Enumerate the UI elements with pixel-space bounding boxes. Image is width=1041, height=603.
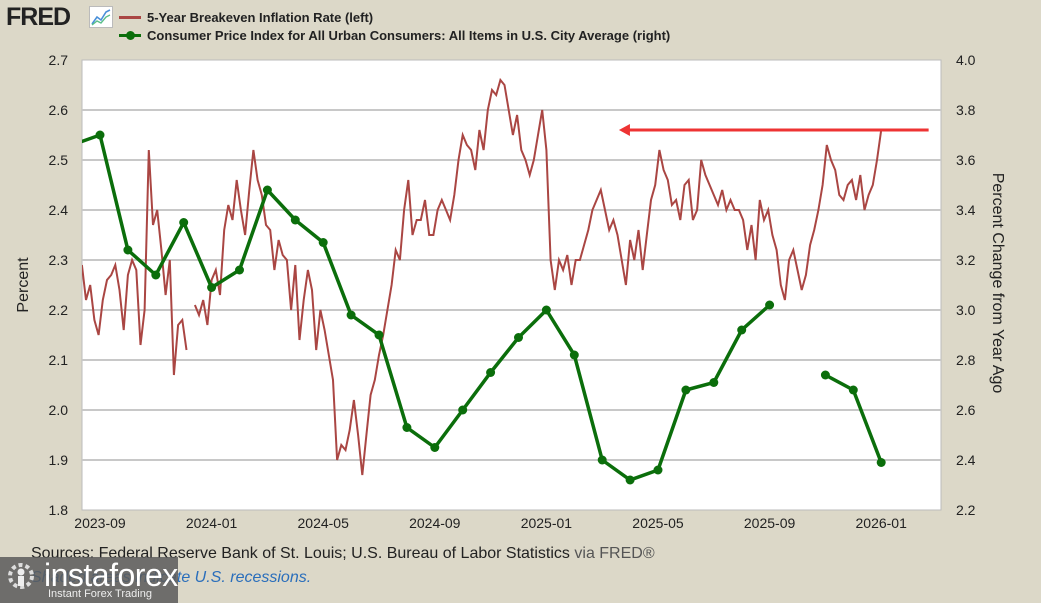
cpi-point	[235, 265, 244, 275]
cpi-point	[514, 333, 523, 342]
right-tick-label: 3.6	[956, 152, 976, 168]
right-tick-label: 3.0	[956, 302, 976, 318]
cpi-point	[207, 283, 217, 292]
cpi-point	[179, 218, 189, 227]
x-axis-ticks: 2023-09 2024-01 2024-05 2024-09 2025-01 2025-…	[74, 515, 907, 531]
left-axis-ticks: 1.8 1.9 2.0 2.1 2.2 2.3 2.4 2.5 2.6 2.7	[49, 52, 69, 518]
fred-logo[interactable]: FRED	[6, 3, 71, 31]
x-tick-label: 2024-01	[186, 515, 238, 531]
gear-person-icon	[8, 563, 34, 589]
x-tick-label: 2026-01	[856, 515, 908, 531]
instaforex-watermark: instaforex Instant Forex Trading	[0, 557, 178, 603]
left-tick-label: 2.2	[49, 302, 69, 318]
cpi-point	[597, 455, 607, 465]
cpi-point	[569, 350, 579, 360]
left-tick-label: 2.3	[49, 252, 69, 268]
gridlines	[82, 109, 941, 461]
right-axis-title: Percent Change from Year Ago	[989, 173, 1006, 394]
cpi-point	[123, 245, 133, 255]
legend-item-breakeven[interactable]: 5-Year Breakeven Inflation Rate (left)	[119, 8, 670, 26]
cpi-point	[653, 465, 663, 475]
right-tick-label: 3.8	[956, 102, 976, 118]
cpi-point	[486, 368, 496, 377]
cpi-point	[346, 310, 356, 320]
legend-item-cpi[interactable]: Consumer Price Index for All Urban Consu…	[119, 26, 670, 44]
left-tick-label: 2.1	[49, 352, 69, 368]
legend-label-cpi: Consumer Price Index for All Urban Consu…	[147, 27, 671, 43]
cpi-point	[625, 475, 635, 485]
cpi-point	[290, 215, 300, 225]
right-tick-label: 3.4	[956, 202, 976, 218]
annotations	[618, 124, 929, 136]
cpi-point	[848, 385, 858, 395]
x-tick-label: 2024-09	[409, 515, 461, 531]
cpi-point	[709, 378, 719, 387]
cpi-point	[95, 130, 105, 140]
cpi-point	[876, 458, 886, 467]
left-tick-label: 1.9	[49, 452, 69, 468]
breakeven-line	[82, 149, 188, 376]
left-tick-label: 2.5	[49, 152, 69, 168]
cpi-point	[737, 325, 747, 335]
right-tick-label: 2.2	[956, 502, 976, 518]
cpi-point	[430, 443, 440, 452]
annotation-arrow-head	[618, 124, 630, 136]
cpi-point	[151, 270, 161, 280]
left-tick-label: 2.6	[49, 102, 69, 118]
chart-trend-icon	[89, 6, 113, 28]
cpi-point	[820, 370, 830, 380]
breakeven-line	[193, 77, 883, 476]
x-tick-label: 2023-09	[74, 515, 126, 531]
series-breakeven	[82, 77, 883, 476]
x-tick-label: 2025-01	[521, 515, 573, 531]
cpi-point	[458, 405, 468, 415]
cpi-point	[765, 300, 775, 310]
chart-legend: 5-Year Breakeven Inflation Rate (left) C…	[119, 8, 670, 44]
cpi-point	[374, 330, 384, 340]
x-tick-label: 2025-09	[744, 515, 796, 531]
right-tick-label: 2.8	[956, 352, 976, 368]
legend-swatch-cpi	[119, 30, 141, 40]
cpi-point	[262, 185, 272, 195]
via-fred-text: via FRED®	[569, 545, 655, 562]
cpi-point	[318, 238, 328, 247]
left-tick-label: 2.4	[49, 202, 69, 218]
cpi-point	[681, 385, 691, 395]
right-tick-label: 2.6	[956, 402, 976, 418]
left-tick-label: 1.8	[49, 502, 69, 518]
left-tick-label: 2.0	[49, 402, 69, 418]
series-cpi	[82, 130, 886, 485]
legend-label-breakeven: 5-Year Breakeven Inflation Rate (left)	[147, 9, 374, 25]
left-axis-title: Percent	[15, 257, 32, 313]
plot-area	[81, 59, 942, 511]
x-tick-label: 2025-05	[632, 515, 684, 531]
left-tick-label: 2.7	[49, 52, 69, 68]
cpi-point	[541, 305, 551, 315]
cpi-point	[402, 423, 412, 432]
watermark-tagline: Instant Forex Trading	[48, 588, 152, 600]
right-tick-label: 4.0	[956, 52, 976, 68]
right-tick-label: 2.4	[956, 452, 976, 468]
x-tick-label: 2024-05	[298, 515, 350, 531]
right-axis-ticks: 2.2 2.4 2.6 2.8 3.0 3.2 3.4 3.6 3.8 4.0	[956, 52, 976, 518]
cpi-line	[82, 132, 771, 482]
right-tick-label: 3.2	[956, 252, 976, 268]
legend-swatch-breakeven	[119, 15, 141, 19]
watermark-brand: instaforex	[44, 557, 178, 593]
